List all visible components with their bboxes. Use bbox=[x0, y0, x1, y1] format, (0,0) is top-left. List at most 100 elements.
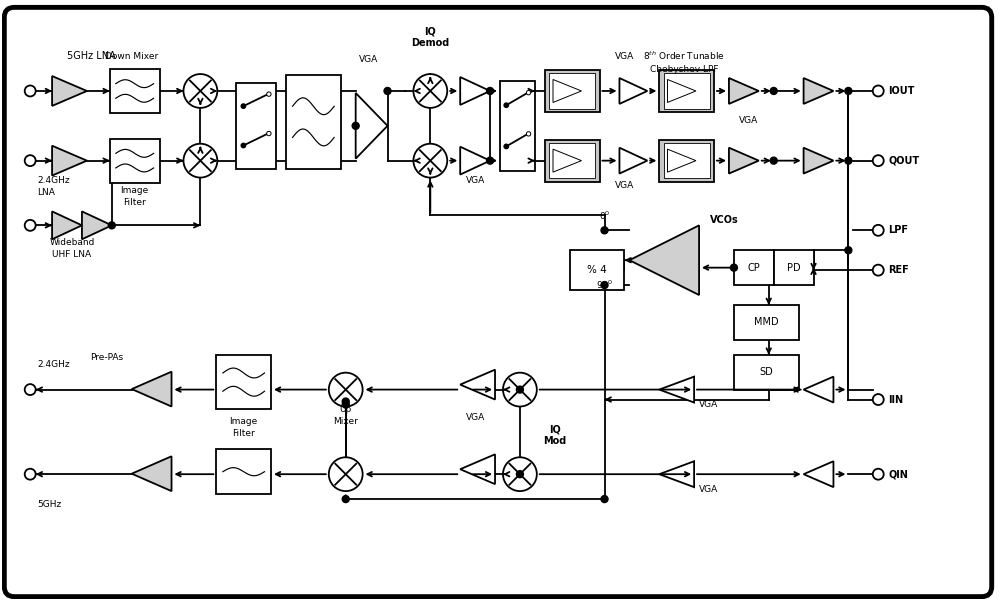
Circle shape bbox=[601, 227, 608, 234]
Polygon shape bbox=[729, 78, 759, 104]
Text: 2.4GHz: 2.4GHz bbox=[37, 360, 70, 369]
Circle shape bbox=[504, 103, 508, 107]
Circle shape bbox=[25, 155, 36, 166]
Polygon shape bbox=[659, 461, 694, 487]
Circle shape bbox=[503, 373, 537, 407]
Circle shape bbox=[487, 157, 494, 164]
Bar bbox=[734, 250, 774, 285]
Circle shape bbox=[108, 222, 115, 229]
Circle shape bbox=[601, 281, 608, 289]
Bar bbox=[545, 140, 600, 182]
Circle shape bbox=[845, 157, 852, 164]
Bar bbox=[110, 139, 160, 182]
Text: Demod: Demod bbox=[411, 38, 449, 48]
Polygon shape bbox=[659, 377, 694, 403]
Bar bbox=[110, 69, 160, 113]
Circle shape bbox=[504, 144, 508, 149]
Text: 0$^0$: 0$^0$ bbox=[599, 209, 610, 221]
Text: Chebyshev LPF: Chebyshev LPF bbox=[650, 65, 718, 74]
Circle shape bbox=[487, 88, 494, 94]
Circle shape bbox=[352, 122, 359, 129]
Text: REF: REF bbox=[888, 265, 909, 275]
Circle shape bbox=[241, 104, 246, 109]
Text: Image: Image bbox=[121, 186, 149, 195]
Bar bbox=[286, 75, 341, 169]
Polygon shape bbox=[729, 148, 759, 173]
Circle shape bbox=[601, 496, 608, 503]
FancyBboxPatch shape bbox=[4, 7, 992, 596]
Bar bbox=[545, 70, 600, 112]
Text: MMD: MMD bbox=[754, 317, 779, 328]
Polygon shape bbox=[667, 149, 696, 172]
Bar bbox=[216, 355, 271, 409]
Text: Filter: Filter bbox=[232, 429, 255, 438]
Polygon shape bbox=[460, 77, 490, 105]
Text: Up: Up bbox=[340, 405, 352, 414]
Text: Mod: Mod bbox=[543, 436, 566, 446]
Text: PD: PD bbox=[787, 263, 800, 272]
Polygon shape bbox=[460, 454, 495, 484]
Polygon shape bbox=[460, 147, 490, 175]
Circle shape bbox=[342, 401, 349, 408]
Circle shape bbox=[183, 74, 217, 108]
Text: VGA: VGA bbox=[699, 400, 719, 409]
Circle shape bbox=[873, 225, 884, 236]
Bar bbox=[664, 143, 710, 178]
Bar bbox=[236, 83, 276, 169]
Text: UHF LNA: UHF LNA bbox=[52, 250, 92, 259]
Circle shape bbox=[267, 131, 271, 136]
Text: 5GHz: 5GHz bbox=[37, 500, 61, 509]
Text: Down Mixer: Down Mixer bbox=[105, 52, 158, 61]
Bar bbox=[774, 250, 814, 285]
Polygon shape bbox=[804, 377, 833, 403]
Circle shape bbox=[329, 457, 363, 491]
Circle shape bbox=[25, 85, 36, 97]
Circle shape bbox=[845, 247, 852, 254]
Polygon shape bbox=[52, 211, 82, 239]
Polygon shape bbox=[667, 79, 696, 103]
Polygon shape bbox=[619, 78, 647, 104]
Text: IQ: IQ bbox=[549, 424, 561, 434]
Circle shape bbox=[845, 88, 852, 94]
Circle shape bbox=[413, 74, 447, 108]
Text: VGA: VGA bbox=[615, 52, 634, 61]
Circle shape bbox=[25, 469, 36, 479]
Bar bbox=[734, 355, 799, 389]
Text: IIN: IIN bbox=[888, 395, 903, 404]
Circle shape bbox=[770, 157, 777, 164]
Circle shape bbox=[503, 457, 537, 491]
Text: 5GHz LNA: 5GHz LNA bbox=[67, 51, 116, 61]
Text: QOUT: QOUT bbox=[888, 155, 919, 166]
Bar bbox=[500, 81, 535, 170]
Text: VGA: VGA bbox=[465, 413, 485, 422]
Text: VCOs: VCOs bbox=[710, 215, 738, 226]
Circle shape bbox=[873, 265, 884, 275]
Circle shape bbox=[516, 471, 523, 478]
Circle shape bbox=[873, 85, 884, 97]
Polygon shape bbox=[82, 211, 112, 239]
Circle shape bbox=[873, 469, 884, 479]
Text: IOUT: IOUT bbox=[888, 86, 915, 96]
Text: VGA: VGA bbox=[465, 176, 485, 185]
Text: 8$^{th}$ Order Tunable: 8$^{th}$ Order Tunable bbox=[643, 50, 725, 62]
Polygon shape bbox=[132, 456, 172, 491]
Text: Wideband: Wideband bbox=[49, 238, 95, 247]
Text: IQ: IQ bbox=[424, 26, 436, 36]
Polygon shape bbox=[804, 148, 833, 173]
Text: 2.4GHz: 2.4GHz bbox=[37, 176, 70, 185]
Polygon shape bbox=[804, 78, 833, 104]
Bar bbox=[659, 140, 714, 182]
Text: Filter: Filter bbox=[123, 198, 146, 207]
Text: VGA: VGA bbox=[739, 116, 758, 125]
Circle shape bbox=[730, 264, 737, 271]
Polygon shape bbox=[52, 76, 87, 106]
Circle shape bbox=[329, 373, 363, 407]
Circle shape bbox=[25, 384, 36, 395]
Bar bbox=[734, 305, 799, 340]
Text: VGA: VGA bbox=[615, 181, 634, 190]
Polygon shape bbox=[356, 93, 388, 158]
Text: LPF: LPF bbox=[888, 226, 908, 235]
Polygon shape bbox=[553, 149, 581, 172]
Polygon shape bbox=[52, 146, 87, 176]
Polygon shape bbox=[619, 148, 647, 173]
